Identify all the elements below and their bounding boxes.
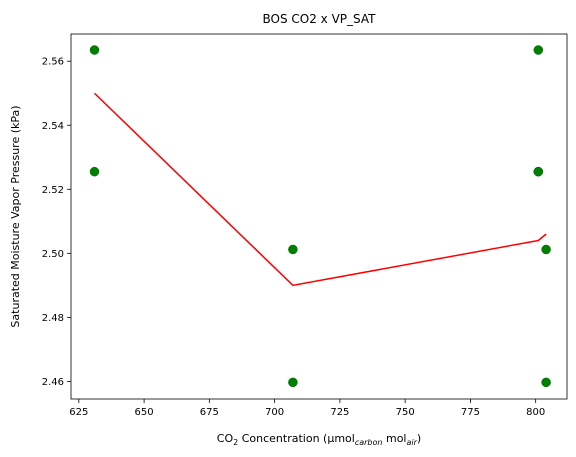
y-tick-label: 2.54 — [42, 121, 64, 132]
x-axis-label-mid: Concentration (μmol — [238, 432, 355, 445]
x-tick-label: 750 — [396, 407, 415, 418]
x-tick-label: 775 — [461, 407, 480, 418]
x-tick-label: 700 — [265, 407, 284, 418]
data-point — [533, 45, 544, 55]
data-point — [288, 244, 298, 255]
y-tick-label: 2.50 — [42, 249, 64, 260]
y-tick-label: 2.46 — [42, 377, 64, 388]
y-axis-label: Saturated Moisture Vapor Pressure (kPa) — [9, 105, 22, 327]
plot-marks — [89, 45, 551, 388]
data-point — [533, 166, 544, 177]
x-axis-label-suffix: ) — [417, 432, 421, 445]
x-axis-label-prefix: CO — [217, 432, 234, 445]
data-point — [541, 377, 551, 388]
x-tick-label: 650 — [135, 407, 154, 418]
x-axis-label-sub3: air — [406, 438, 417, 447]
plot-frame — [70, 33, 568, 400]
x-tick-label: 725 — [330, 407, 349, 418]
y-tick-label: 2.48 — [42, 313, 64, 324]
x-axis-label-mid2: mol — [382, 432, 406, 445]
data-point — [541, 244, 551, 255]
y-axis-ticks: 2.46 2.48 2.50 2.52 2.54 2.56 — [42, 57, 71, 388]
x-tick-label: 675 — [200, 407, 219, 418]
x-axis-ticks: 625 650 675 700 725 750 775 800 — [69, 399, 545, 418]
data-point — [288, 377, 298, 388]
x-tick-label: 800 — [526, 407, 545, 418]
x-axis-label: CO2 Concentration (μmolcarbon molair) — [217, 432, 421, 447]
x-axis-label-sub2: carbon — [355, 438, 383, 447]
data-point — [89, 166, 100, 177]
y-tick-label: 2.52 — [42, 185, 64, 196]
chart-title: BOS CO2 x VP_SAT — [263, 12, 377, 26]
data-point — [89, 45, 100, 55]
y-tick-label: 2.56 — [42, 57, 64, 68]
x-tick-label: 625 — [69, 407, 88, 418]
x-axis-label-sub1: 2 — [233, 438, 238, 447]
trend-line — [93, 92, 547, 287]
